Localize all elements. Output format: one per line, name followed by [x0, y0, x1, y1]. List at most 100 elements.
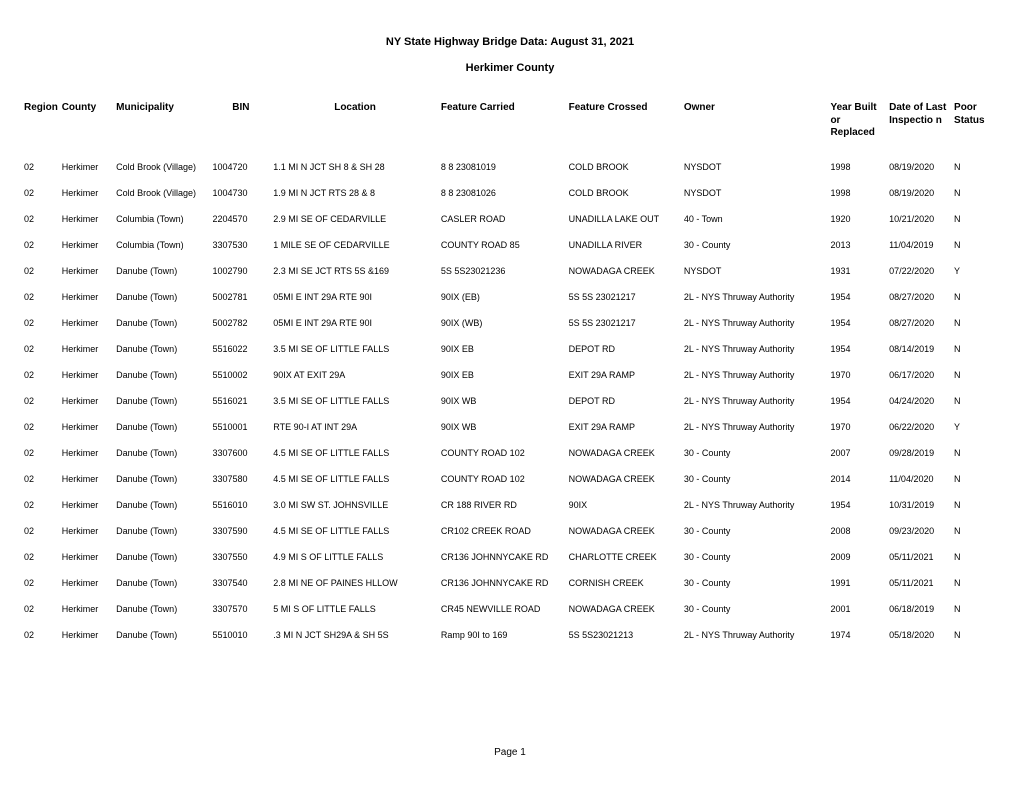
cell-feature_crossed: 5S 5S 23021217	[569, 310, 684, 336]
cell-location: 1.1 MI N JCT SH 8 & SH 28	[273, 154, 441, 180]
cell-feature_carried: COUNTY ROAD 102	[441, 440, 569, 466]
cell-bin: 3307600	[213, 440, 274, 466]
cell-feature_crossed: NOWADAGA CREEK	[569, 258, 684, 284]
cell-location: .3 MI N JCT SH29A & SH 5S	[273, 622, 441, 648]
cell-owner: 40 - Town	[684, 206, 831, 232]
cell-bin: 1004720	[213, 154, 274, 180]
cell-feature_crossed: NOWADAGA CREEK	[569, 440, 684, 466]
cell-owner: 2L - NYS Thruway Authority	[684, 622, 831, 648]
cell-feature_carried: COUNTY ROAD 102	[441, 466, 569, 492]
cell-county: Herkimer	[62, 310, 116, 336]
cell-municipality: Danube (Town)	[116, 596, 212, 622]
cell-feature_crossed: NOWADAGA CREEK	[569, 518, 684, 544]
cell-region: 02	[24, 544, 62, 570]
cell-poor: N	[954, 570, 996, 596]
cell-region: 02	[24, 284, 62, 310]
cell-county: Herkimer	[62, 414, 116, 440]
cell-feature_carried: 90IX WB	[441, 414, 569, 440]
table-row: 02HerkimerDanube (Town)33075402.8 MI NE …	[24, 570, 996, 596]
table-row: 02HerkimerDanube (Town)5510010.3 MI N JC…	[24, 622, 996, 648]
cell-feature_carried: 90IX EB	[441, 336, 569, 362]
cell-feature_carried: Ramp 90I to 169	[441, 622, 569, 648]
cell-region: 02	[24, 206, 62, 232]
cell-poor: N	[954, 492, 996, 518]
cell-poor: N	[954, 206, 996, 232]
cell-bin: 3307530	[213, 232, 274, 258]
cell-feature_carried: CR102 CREEK ROAD	[441, 518, 569, 544]
cell-date: 08/27/2020	[889, 310, 954, 336]
table-row: 02HerkimerDanube (Town)33075705 MI S OF …	[24, 596, 996, 622]
cell-poor: N	[954, 518, 996, 544]
cell-feature_carried: 8 8 23081019	[441, 154, 569, 180]
cell-bin: 5516010	[213, 492, 274, 518]
cell-municipality: Columbia (Town)	[116, 232, 212, 258]
cell-poor: N	[954, 284, 996, 310]
cell-bin: 5002782	[213, 310, 274, 336]
cell-poor: N	[954, 440, 996, 466]
cell-year: 1954	[830, 492, 889, 518]
header-feature-carried: Feature Carried	[441, 102, 569, 154]
cell-municipality: Danube (Town)	[116, 544, 212, 570]
cell-location: 05MI E INT 29A RTE 90I	[273, 284, 441, 310]
cell-poor: N	[954, 362, 996, 388]
cell-county: Herkimer	[62, 206, 116, 232]
cell-feature_carried: CR45 NEWVILLE ROAD	[441, 596, 569, 622]
cell-county: Herkimer	[62, 544, 116, 570]
cell-year: 1970	[830, 414, 889, 440]
cell-poor: N	[954, 466, 996, 492]
cell-region: 02	[24, 258, 62, 284]
cell-owner: NYSDOT	[684, 180, 831, 206]
cell-date: 08/19/2020	[889, 180, 954, 206]
cell-region: 02	[24, 596, 62, 622]
cell-feature_crossed: UNADILLA RIVER	[569, 232, 684, 258]
cell-county: Herkimer	[62, 388, 116, 414]
table-row: 02HerkimerDanube (Town)33075804.5 MI SE …	[24, 466, 996, 492]
cell-owner: 30 - County	[684, 596, 831, 622]
cell-date: 06/17/2020	[889, 362, 954, 388]
bridge-data-table: Region County Municipality BIN Location …	[24, 102, 996, 648]
table-row: 02HerkimerDanube (Town)33075504.9 MI S O…	[24, 544, 996, 570]
cell-poor: N	[954, 544, 996, 570]
cell-bin: 3307590	[213, 518, 274, 544]
cell-feature_crossed: NOWADAGA CREEK	[569, 466, 684, 492]
cell-date: 10/31/2019	[889, 492, 954, 518]
cell-bin: 5516021	[213, 388, 274, 414]
page-title: NY State Highway Bridge Data: August 31,…	[24, 36, 996, 48]
cell-county: Herkimer	[62, 154, 116, 180]
table-row: 02HerkimerColumbia (Town)22045702.9 MI S…	[24, 206, 996, 232]
cell-feature_crossed: EXIT 29A RAMP	[569, 414, 684, 440]
cell-year: 1991	[830, 570, 889, 596]
cell-owner: 2L - NYS Thruway Authority	[684, 492, 831, 518]
cell-owner: 2L - NYS Thruway Authority	[684, 414, 831, 440]
cell-year: 1998	[830, 180, 889, 206]
cell-bin: 5516022	[213, 336, 274, 362]
cell-feature_crossed: COLD BROOK	[569, 154, 684, 180]
cell-date: 08/19/2020	[889, 154, 954, 180]
header-poor: Poor Status	[954, 102, 996, 154]
cell-municipality: Danube (Town)	[116, 388, 212, 414]
cell-feature_crossed: 90IX	[569, 492, 684, 518]
cell-date: 09/28/2019	[889, 440, 954, 466]
cell-owner: 2L - NYS Thruway Authority	[684, 336, 831, 362]
cell-location: 4.9 MI S OF LITTLE FALLS	[273, 544, 441, 570]
table-row: 02HerkimerDanube (Town)55160223.5 MI SE …	[24, 336, 996, 362]
cell-owner: 2L - NYS Thruway Authority	[684, 362, 831, 388]
cell-municipality: Danube (Town)	[116, 518, 212, 544]
cell-feature_crossed: DEPOT RD	[569, 388, 684, 414]
table-row: 02HerkimerDanube (Town)33076004.5 MI SE …	[24, 440, 996, 466]
cell-county: Herkimer	[62, 180, 116, 206]
cell-location: 2.3 MI SE JCT RTS 5S &169	[273, 258, 441, 284]
header-county: County	[62, 102, 116, 154]
cell-location: 3.5 MI SE OF LITTLE FALLS	[273, 388, 441, 414]
cell-location: 3.0 MI SW ST. JOHNSVILLE	[273, 492, 441, 518]
header-owner: Owner	[684, 102, 831, 154]
cell-region: 02	[24, 232, 62, 258]
cell-bin: 1004730	[213, 180, 274, 206]
cell-poor: N	[954, 622, 996, 648]
cell-date: 09/23/2020	[889, 518, 954, 544]
cell-location: 05MI E INT 29A RTE 90I	[273, 310, 441, 336]
header-feature-crossed: Feature Crossed	[569, 102, 684, 154]
table-row: 02HerkimerColumbia (Town)33075301 MILE S…	[24, 232, 996, 258]
cell-bin: 5510010	[213, 622, 274, 648]
cell-region: 02	[24, 310, 62, 336]
